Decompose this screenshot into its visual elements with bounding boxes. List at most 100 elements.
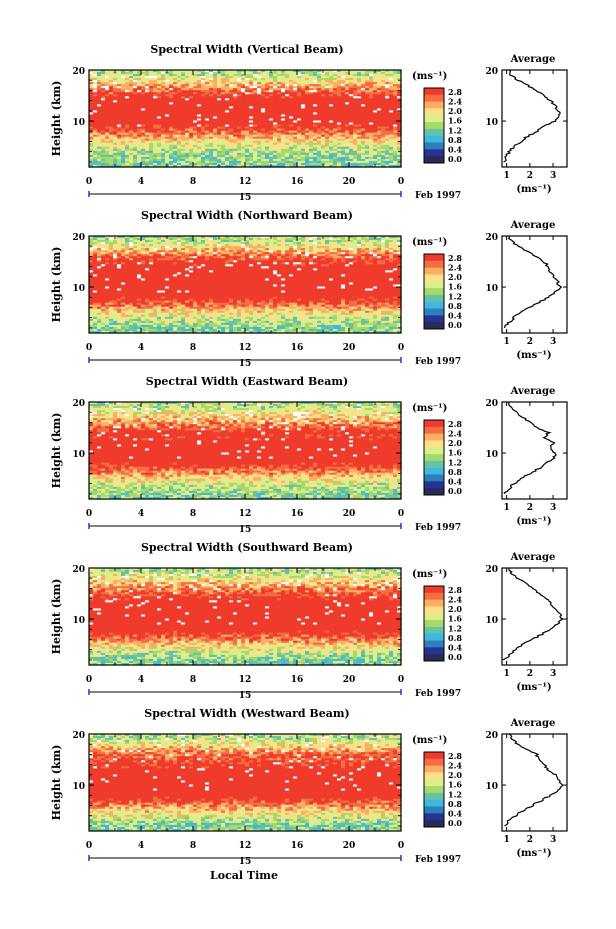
x-tick-label: 12 xyxy=(239,509,252,519)
average-title: Average xyxy=(510,552,556,563)
x-tick-label: 4 xyxy=(138,841,144,851)
average-title: Average xyxy=(510,220,556,231)
average-profile-line xyxy=(502,567,565,661)
x-tick-label: 20 xyxy=(343,343,356,353)
x-tick-label: 20 xyxy=(343,177,356,187)
average-x-tick-label: 1 xyxy=(504,835,510,845)
colorbar-tick-label: 0.0 xyxy=(448,486,462,496)
x-tick-label: 16 xyxy=(291,841,304,851)
y-tick-label: 10 xyxy=(72,450,85,460)
colorbar xyxy=(423,751,445,828)
heatmap-cells xyxy=(89,236,402,334)
date-label: Feb 1997 xyxy=(415,357,461,367)
x-tick-label: 20 xyxy=(343,509,356,519)
y-tick-label: 20 xyxy=(72,233,85,243)
average-x-tick-label: 3 xyxy=(550,503,556,513)
average-unit-label: (ms⁻¹) xyxy=(516,682,551,693)
colorbar-tick-label: 0.0 xyxy=(448,652,462,662)
x-tick-label: 0 xyxy=(86,509,92,519)
average-x-tick-label: 3 xyxy=(550,171,556,181)
average-unit-label: (ms⁻¹) xyxy=(516,184,551,195)
x-tick-label: 20 xyxy=(343,841,356,851)
x-tick-label: 8 xyxy=(190,177,196,187)
average-y-tick-label: 10 xyxy=(485,450,498,460)
colorbar-unit-label: (ms⁻¹) xyxy=(412,569,447,580)
y-tick-label: 10 xyxy=(72,782,85,792)
colorbar-tick-label: 2.8 xyxy=(448,87,462,97)
x-tick-label: 16 xyxy=(291,675,304,685)
date-label: Feb 1997 xyxy=(415,689,461,699)
x-tick-label: 16 xyxy=(291,509,304,519)
colorbar-tick-label: 2.4 xyxy=(448,97,462,107)
y-tick-label: 20 xyxy=(72,67,85,77)
colorbar-tick-label: 0.8 xyxy=(448,135,462,145)
x-tick-label: 8 xyxy=(190,343,196,353)
y-axis-label: Height (km) xyxy=(50,579,63,655)
colorbar-tick-label: 2.4 xyxy=(448,429,462,439)
colorbar xyxy=(423,87,445,164)
average-title: Average xyxy=(510,386,556,397)
heatmap-cells xyxy=(89,70,402,168)
date-label: Feb 1997 xyxy=(415,191,461,201)
colorbar-tick-label: 1.6 xyxy=(448,448,462,458)
colorbar-tick-label: 1.6 xyxy=(448,614,462,624)
date-day-label: 15 xyxy=(239,359,252,369)
x-tick-label: 8 xyxy=(190,675,196,685)
average-profile-line xyxy=(504,733,564,827)
colorbar-tick-label: 1.2 xyxy=(448,457,462,467)
y-tick-label: 10 xyxy=(72,284,85,294)
colorbar-unit-label: (ms⁻¹) xyxy=(412,237,447,248)
x-tick-label: 8 xyxy=(190,509,196,519)
x-tick-label: 16 xyxy=(291,177,304,187)
x-tick-label: 4 xyxy=(138,675,144,685)
average-y-tick-label: 20 xyxy=(485,565,498,575)
average-y-tick-label: 20 xyxy=(485,233,498,243)
x-tick-label: 4 xyxy=(138,177,144,187)
panel-title: Spectral Width (Vertical Beam) xyxy=(150,43,343,56)
average-profile-line xyxy=(503,235,563,329)
colorbar-tick-label: 0.4 xyxy=(448,144,462,154)
y-tick-label: 10 xyxy=(72,118,85,128)
colorbar-tick-label: 0.4 xyxy=(448,642,462,652)
colorbar-tick-label: 0.8 xyxy=(448,799,462,809)
x-tick-label: 4 xyxy=(138,343,144,353)
colorbar-tick-label: 2.8 xyxy=(448,585,462,595)
average-x-tick-label: 2 xyxy=(527,503,533,513)
colorbar xyxy=(423,419,445,496)
colorbar-tick-label: 0.4 xyxy=(448,476,462,486)
colorbar-tick-label: 2.0 xyxy=(448,438,462,448)
colorbar-tick-label: 2.8 xyxy=(448,751,462,761)
colorbar-unit-label: (ms⁻¹) xyxy=(412,403,447,414)
average-title: Average xyxy=(510,718,556,729)
average-frame xyxy=(501,567,568,666)
panel-title: Spectral Width (Southward Beam) xyxy=(141,541,353,554)
colorbar-tick-label: 0.4 xyxy=(448,808,462,818)
y-tick-label: 20 xyxy=(72,399,85,409)
colorbar-tick-label: 0.0 xyxy=(448,320,462,330)
date-day-label: 15 xyxy=(239,525,252,535)
y-tick-label: 20 xyxy=(72,565,85,575)
colorbar-tick-label: 0.0 xyxy=(448,818,462,828)
x-tick-label: 0 xyxy=(86,343,92,353)
colorbar-tick-label: 0.0 xyxy=(448,154,462,164)
average-x-tick-label: 2 xyxy=(527,835,533,845)
average-frame xyxy=(501,733,568,832)
colorbar-tick-label: 2.4 xyxy=(448,595,462,605)
average-x-tick-label: 3 xyxy=(550,669,556,679)
heatmap-cells xyxy=(89,734,402,832)
x-tick-label: 12 xyxy=(239,177,252,187)
x-tick-label: 12 xyxy=(239,675,252,685)
average-profile-line xyxy=(503,69,561,163)
date-day-label: 15 xyxy=(239,857,252,867)
average-y-tick-label: 20 xyxy=(485,731,498,741)
y-tick-label: 10 xyxy=(72,616,85,626)
heatmap-cells xyxy=(89,568,402,666)
average-y-tick-label: 10 xyxy=(485,118,498,128)
average-unit-label: (ms⁻¹) xyxy=(516,350,551,361)
x-axis-label: Local Time xyxy=(210,869,278,882)
colorbar-tick-label: 1.2 xyxy=(448,623,462,633)
colorbar-tick-label: 2.4 xyxy=(448,263,462,273)
colorbar-tick-label: 0.8 xyxy=(448,301,462,311)
average-x-tick-label: 1 xyxy=(504,503,510,513)
